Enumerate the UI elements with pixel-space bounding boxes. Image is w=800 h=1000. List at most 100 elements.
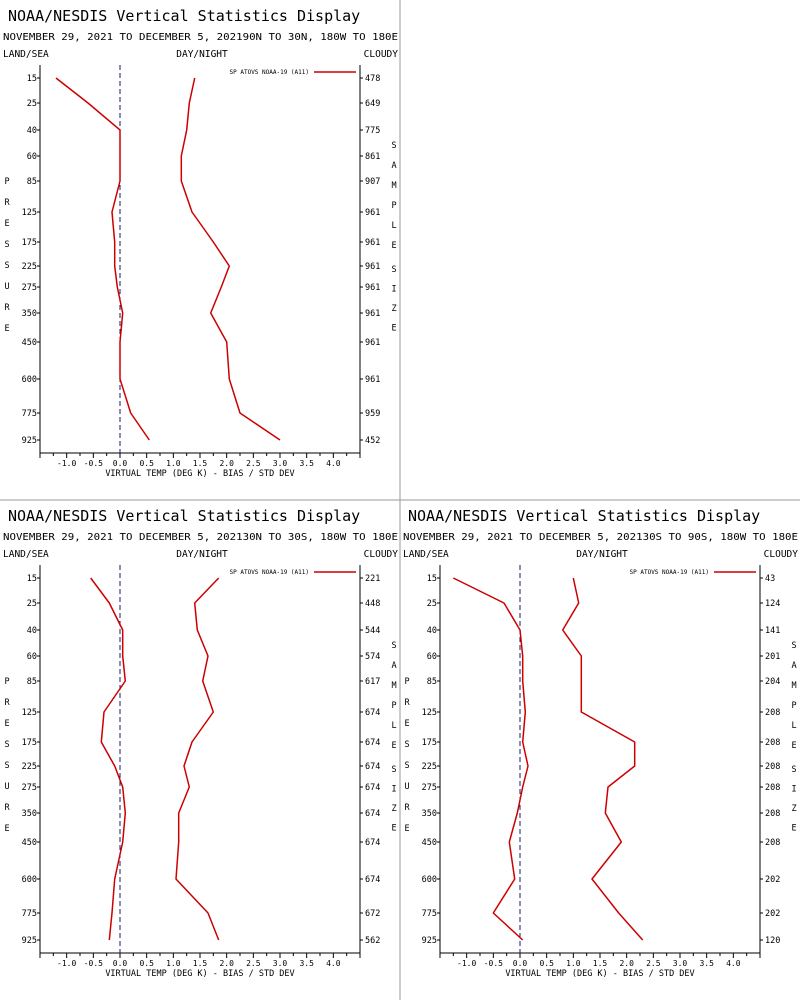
header-land-sea: LAND/SEA [3, 549, 49, 560]
x-tick-label: 0.0 [113, 959, 128, 968]
x-tick-label: 1.0 [166, 959, 181, 968]
pressure-level-label: 125 [422, 708, 437, 718]
bias-line [90, 577, 127, 941]
pressure-level-label: 25 [27, 99, 37, 109]
header-day-night: DAY/NIGHT [176, 549, 228, 560]
x-tick-label: 3.5 [699, 959, 714, 968]
pressure-level-label: 40 [27, 626, 37, 636]
x-tick-label: 4.0 [326, 459, 341, 468]
sample-size-label: 775 [365, 126, 380, 136]
sample-size-label: 672 [365, 909, 380, 919]
pressure-level-label: 450 [422, 838, 437, 848]
sample-size-label: 861 [365, 152, 380, 162]
x-tick-label: -0.5 [484, 959, 503, 968]
x-tick-label: -1.0 [57, 459, 76, 468]
pressure-level-label: 175 [422, 738, 437, 748]
pressure-level-label: 775 [22, 409, 37, 419]
sample-size-label: 208 [765, 783, 780, 793]
header-cloudy: CLOUDY [364, 549, 399, 560]
x-tick-label: 3.0 [273, 459, 288, 468]
sample-size-label: 452 [365, 436, 380, 446]
x-tick-label: 3.0 [673, 959, 688, 968]
panel-1: NOAA/NESDIS Vertical Statistics Display N… [3, 7, 398, 479]
pressure-level-label: 225 [22, 262, 37, 272]
pressure-level-label: 125 [22, 208, 37, 218]
sample-size-label: 544 [365, 626, 380, 636]
pressure-level-label: 40 [27, 126, 37, 136]
pressure-level-label: 175 [22, 238, 37, 248]
x-tick-label: 3.0 [273, 959, 288, 968]
x-axis-label: VIRTUAL TEMP (DEG K) - BIAS / STD DEV [105, 969, 294, 979]
sample-size-label: 208 [765, 738, 780, 748]
x-axis-label: VIRTUAL TEMP (DEG K) - BIAS / STD DEV [105, 469, 294, 479]
header-land-sea: LAND/SEA [3, 49, 49, 60]
sample-size-label: 141 [765, 626, 780, 636]
sample-size-label: 208 [765, 708, 780, 718]
pressure-level-label: 60 [427, 652, 437, 662]
chart-title: NOAA/NESDIS Vertical Statistics Display [8, 7, 360, 25]
x-tick-label: 3.5 [299, 959, 314, 968]
header-day-night: DAY/NIGHT [576, 549, 628, 560]
sample-size-label: 674 [365, 838, 380, 848]
pressure-level-label: 25 [427, 599, 437, 609]
header-day-night: DAY/NIGHT [176, 49, 228, 60]
pressure-level-label: 275 [422, 783, 437, 793]
pressure-level-label: 15 [427, 574, 437, 584]
sample-size-label: 961 [365, 309, 380, 319]
sample-size-label: 204 [765, 677, 780, 687]
sample-size-label: 674 [365, 762, 380, 772]
x-tick-label: -1.0 [457, 959, 476, 968]
sample-size-label: 961 [365, 375, 380, 385]
pressure-level-label: 275 [22, 783, 37, 793]
x-tick-label: 2.5 [246, 959, 261, 968]
pressure-level-label: 925 [22, 936, 37, 946]
pressure-level-label: 40 [427, 626, 437, 636]
pressure-level-label: 925 [422, 936, 437, 946]
sample-size-label: 478 [365, 74, 380, 84]
std-dev-line [175, 577, 220, 941]
chart-title: NOAA/NESDIS Vertical Statistics Display [8, 507, 360, 525]
bias-line [55, 77, 150, 441]
sample-size-label: 43 [765, 574, 775, 584]
legend-label: SP ATOVS NOAA-19 (A11) [230, 69, 309, 76]
header-cloudy: CLOUDY [764, 549, 799, 560]
sample-size-label: 674 [365, 708, 380, 718]
pressure-level-label: 450 [22, 838, 37, 848]
x-tick-label: 1.5 [193, 959, 208, 968]
x-tick-label: 0.0 [513, 959, 528, 968]
pressure-level-label: 60 [27, 652, 37, 662]
x-tick-label: 2.0 [219, 459, 234, 468]
pressure-level-label: 775 [422, 909, 437, 919]
sample-size-label: 961 [365, 338, 380, 348]
sample-size-label: 674 [365, 783, 380, 793]
std-dev-line [561, 577, 644, 941]
sample-size-label: 649 [365, 99, 380, 109]
pressure-level-label: 925 [22, 436, 37, 446]
chart-subtitle: NOVEMBER 29, 2021 TO DECEMBER 5, 202190N… [3, 32, 398, 43]
x-tick-label: 0.5 [539, 959, 554, 968]
chart-subtitle: NOVEMBER 29, 2021 TO DECEMBER 5, 202130S… [403, 532, 798, 543]
pressure-level-label: 15 [27, 74, 37, 84]
pressure-level-label: 450 [22, 338, 37, 348]
x-tick-label: 1.0 [566, 959, 581, 968]
sample-size-label: 202 [765, 909, 780, 919]
legend-label: SP ATOVS NOAA-19 (A11) [630, 569, 709, 576]
sample-size-label: 562 [365, 936, 380, 946]
sample-size-label: 907 [365, 177, 380, 187]
chart-title: NOAA/NESDIS Vertical Statistics Display [408, 507, 760, 525]
pressure-level-label: 350 [22, 809, 37, 819]
sample-size-label: 448 [365, 599, 380, 609]
pressure-level-label: 775 [22, 909, 37, 919]
pressure-level-label: 175 [22, 738, 37, 748]
sample-size-label: 120 [765, 936, 780, 946]
pressure-level-label: 600 [22, 375, 37, 385]
sample-size-label: 617 [365, 677, 380, 687]
sample-size-label: 674 [365, 809, 380, 819]
sample-size-label: 208 [765, 809, 780, 819]
x-tick-label: 1.5 [193, 459, 208, 468]
sample-size-label: 201 [765, 652, 780, 662]
sample-size-label: 221 [365, 574, 380, 584]
